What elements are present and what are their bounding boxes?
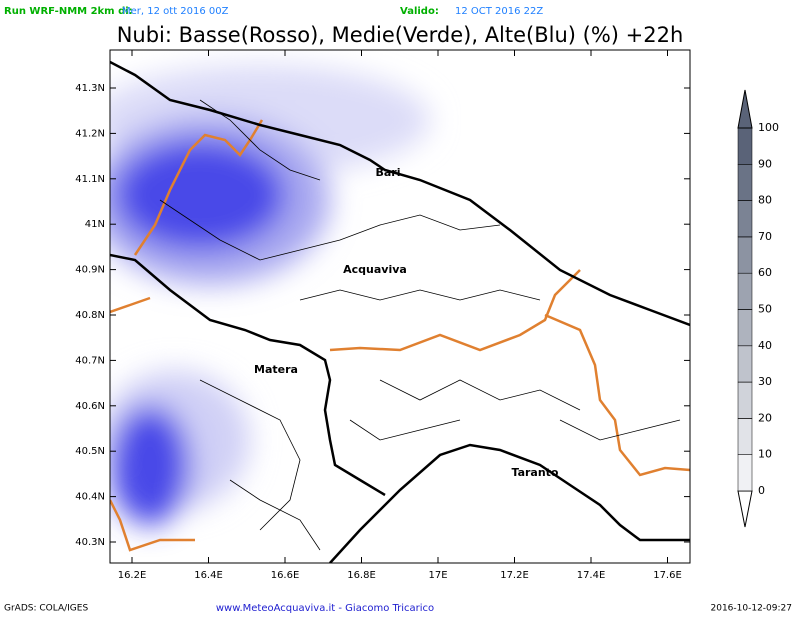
x-tick-label: 17.6E: [653, 570, 682, 581]
y-tick-label: 41.2N: [75, 128, 105, 139]
map-area: [110, 60, 690, 563]
city-label: Bari: [375, 166, 400, 179]
colorbar-segment: [737, 309, 753, 347]
y-tick-label: 41.3N: [75, 83, 105, 94]
axis-ticks: 16.2E 16.4E 16.6E 16.8E 17E 17.2E 17.4E 17.6E 40…: [75, 50, 690, 581]
colorbar-segment: [737, 127, 753, 165]
colorbar-label: 90: [758, 157, 772, 170]
colorbar-label: 70: [758, 230, 772, 243]
x-tick-label: 17.2E: [500, 570, 529, 581]
valid-label: Valido:: [400, 6, 439, 17]
city-label: Acquaviva: [343, 263, 407, 276]
colorbar: 0 10 20 30 40 50 60 70 80 90 100: [737, 89, 779, 528]
y-tick-label: 40.7N: [75, 355, 105, 366]
y-tick-label: 40.9N: [75, 265, 105, 276]
colorbar-label: 60: [758, 266, 772, 279]
colorbar-segment: [737, 272, 753, 310]
colorbar-low: [737, 490, 753, 528]
colorbar-label: 0: [758, 484, 765, 497]
cloud-cover: [110, 65, 430, 525]
x-tick-label: 16.4E: [194, 570, 223, 581]
colorbar-segment: [737, 164, 753, 201]
colorbar-segment: [737, 345, 753, 383]
colorbar-label: 80: [758, 194, 772, 207]
colorbar-segment: [737, 418, 753, 455]
regional-borders: [110, 119, 690, 552]
title: Nubi: Basse(Rosso), Medie(Verde), Alte(B…: [117, 23, 684, 47]
valid-date: 12 OCT 2016 22Z: [455, 6, 543, 17]
colorbar-label: 30: [758, 375, 772, 388]
municipal-borders: [159, 99, 681, 551]
colorbar-label: 100: [758, 121, 779, 134]
colorbar-label: 50: [758, 303, 772, 316]
x-tick-label: 16.8E: [347, 570, 376, 581]
x-tick-label: 17.4E: [577, 570, 606, 581]
colorbar-segment: [737, 454, 753, 492]
y-tick-label: 41N: [85, 219, 105, 230]
colorbar-segment: [737, 236, 753, 274]
y-tick-label: 40.4N: [75, 492, 105, 503]
run-date: Mer, 12 ott 2016 00Z: [122, 6, 229, 17]
y-tick-label: 40.6N: [75, 401, 105, 412]
map-frame: [109, 49, 691, 564]
colorbar-label: 20: [758, 411, 772, 424]
colorbar-label: 40: [758, 339, 772, 352]
x-tick-label: 16.6E: [271, 570, 300, 581]
footer-left: GrADS: COLA/IGES: [4, 604, 88, 614]
x-tick-label: 16.2E: [118, 570, 147, 581]
y-tick-label: 40.3N: [75, 537, 105, 548]
run-label: Run WRF-NMM 2km di:: [4, 6, 133, 17]
y-tick-label: 41.1N: [75, 174, 105, 185]
colorbar-label: 10: [758, 448, 772, 461]
city-label: Taranto: [511, 466, 558, 479]
x-tick-label: 17E: [428, 570, 447, 581]
footer-right: 2016-10-12-09:27: [711, 604, 793, 614]
coastline: [110, 60, 690, 563]
colorbar-segment: [737, 381, 753, 419]
y-tick-label: 40.8N: [75, 310, 105, 321]
y-tick-label: 40.5N: [75, 446, 105, 457]
colorbar-segment: [737, 200, 753, 238]
footer-center: www.MeteoAcquaviva.it - Giacomo Tricaric…: [216, 603, 434, 614]
city-label: Matera: [254, 363, 298, 376]
colorbar-high: [737, 89, 753, 129]
